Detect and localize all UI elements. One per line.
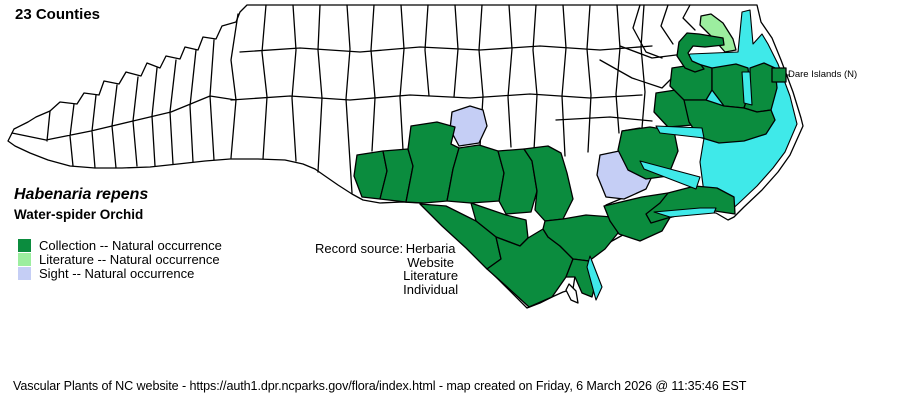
record-source-list: Herbaria Website Literature Individual [403, 242, 458, 296]
literature-swatch-icon [18, 252, 31, 266]
record-source-block: Record source: Herbaria Website Literatu… [315, 242, 458, 296]
legend-label: Collection -- Natural occurrence [39, 237, 222, 253]
species-block: Habenaria repens Water-spider Orchid [14, 186, 148, 222]
dare-islands-annotation: Dare Islands (N) [788, 69, 858, 80]
record-source-item: Herbaria [405, 241, 456, 256]
record-source-item: Literature [403, 268, 459, 283]
collection-counties [353, 32, 778, 308]
barrier-island [565, 283, 579, 304]
counties-count-label: 23 Counties [15, 6, 101, 23]
legend-row-literature: Literature -- Natural occurrence [18, 251, 222, 267]
record-source-label: Record source: [315, 241, 404, 256]
county-borders-mesh [11, 4, 696, 206]
footer-attribution: Vascular Plants of NC website - https://… [13, 379, 747, 393]
map-legend: Collection -- Natural occurrence Literat… [18, 237, 222, 281]
record-source-item: Website [407, 254, 454, 270]
legend-row-collection: Collection -- Natural occurrence [18, 237, 222, 253]
literature-county [699, 13, 737, 53]
species-common-name: Water-spider Orchid [14, 207, 144, 222]
collection-county [542, 214, 619, 262]
legend-label: Sight -- Natural occurrence [39, 265, 195, 281]
legend-label: Literature -- Natural occurrence [39, 251, 220, 267]
sight-swatch-icon [18, 266, 31, 280]
collection-county [676, 32, 725, 73]
collection-swatch-icon [18, 238, 31, 252]
legend-row-sight: Sight -- Natural occurrence [18, 265, 222, 281]
species-scientific-name: Habenaria repens [14, 186, 149, 203]
record-source-item: Individual [403, 281, 459, 297]
dare-islands-marker [771, 67, 787, 83]
river-slivers [586, 71, 753, 301]
